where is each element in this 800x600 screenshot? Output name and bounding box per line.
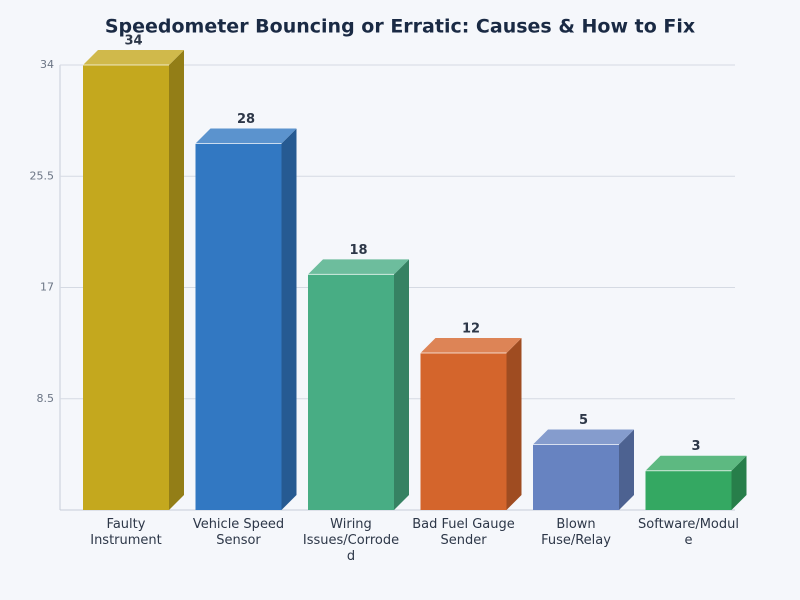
bar: [645, 470, 732, 510]
x-tick-label: Faulty Instrument: [90, 517, 162, 548]
bar-side: [169, 50, 184, 510]
bar-top: [420, 337, 522, 353]
value-label: 34: [124, 34, 142, 49]
y-tick-label: 17: [40, 281, 54, 294]
bar-top: [308, 259, 409, 275]
bar-side: [506, 337, 522, 510]
bar-side: [281, 128, 297, 510]
bar-side: [394, 259, 409, 510]
value-label: 12: [462, 321, 480, 336]
value-label: 18: [349, 243, 367, 258]
x-tick-label: Bad Fuel Gauge Sender: [412, 517, 515, 548]
bar-side: [731, 455, 747, 510]
bar-top: [83, 50, 184, 65]
value-label: 5: [579, 413, 588, 428]
x-tick-label: Vehicle Speed Sensor: [192, 517, 285, 548]
value-label: 28: [237, 112, 255, 127]
bar-side: [619, 429, 634, 510]
bar-top: [195, 128, 297, 144]
bar-top: [533, 429, 634, 445]
bar: [195, 143, 282, 510]
chart-title: Speedometer Bouncing or Erratic: Causes …: [105, 16, 695, 38]
bar: [420, 352, 507, 510]
y-tick-label: 34: [40, 58, 54, 71]
bar: [83, 65, 169, 510]
bar: [308, 274, 394, 510]
x-tick-label: Blown Fuse/Relay: [541, 517, 611, 548]
x-tick-label: Software/Module: [638, 517, 739, 548]
value-label: 3: [691, 439, 700, 454]
x-tick-label: Wiring Issues/Corroded: [302, 517, 400, 564]
y-tick-label: 8.5: [37, 392, 55, 405]
bar: [533, 444, 619, 510]
y-tick-label: 25.5: [30, 169, 55, 182]
bar-top: [645, 455, 747, 471]
